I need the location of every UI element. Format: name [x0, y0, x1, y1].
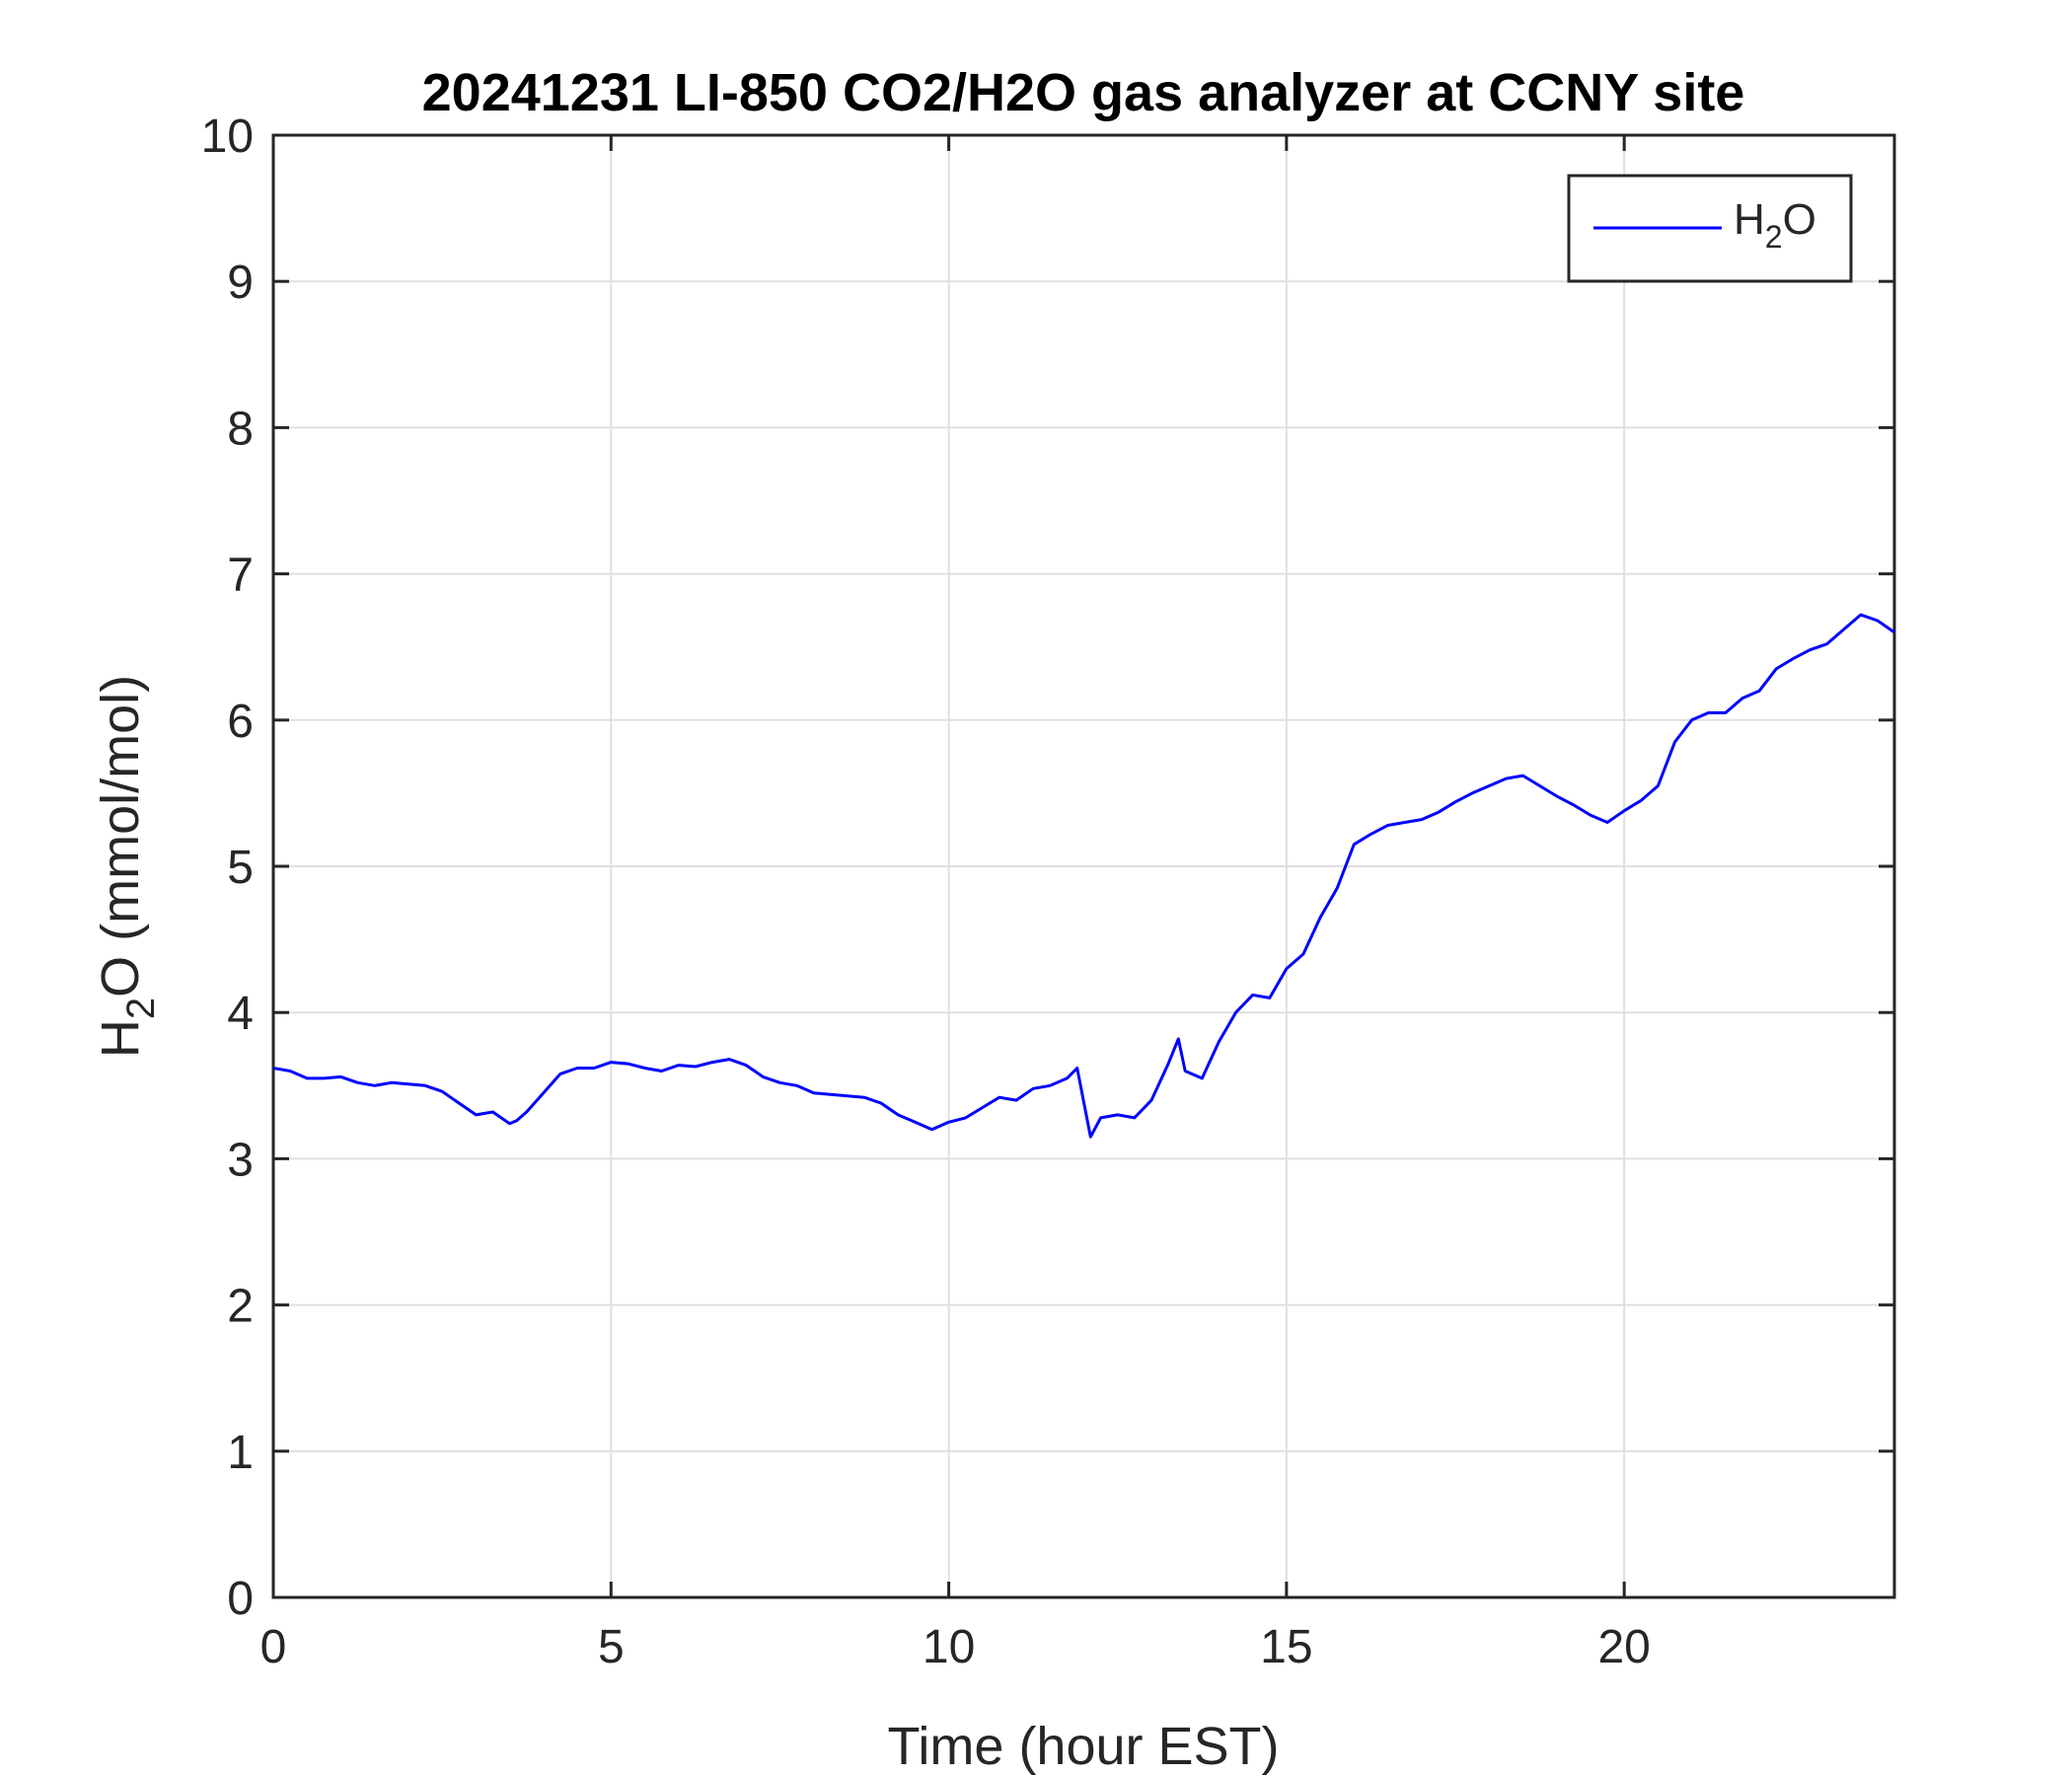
- legend-label-suffix: O: [1783, 195, 1816, 244]
- y-tick-label: 9: [227, 257, 254, 309]
- x-tick-label: 0: [260, 1621, 287, 1673]
- tick-marks: [271, 133, 1894, 1599]
- y-tick-label: 3: [227, 1134, 254, 1186]
- y-tick-label: 6: [227, 696, 254, 748]
- y-tick-label: 5: [227, 842, 254, 894]
- x-tick-label: 5: [598, 1621, 625, 1673]
- series-line-h2o: [272, 613, 1895, 1139]
- legend: H2O: [1567, 174, 1853, 283]
- y-axis-label-prefix: H: [91, 1019, 150, 1058]
- legend-label: H2O: [1734, 195, 1816, 255]
- y-axis-label: H2O (mmol/mol): [91, 675, 163, 1058]
- y-tick-label: 2: [227, 1281, 254, 1333]
- series-layer: [272, 613, 1895, 1139]
- legend-label-prefix: H: [1734, 195, 1765, 244]
- y-axis-label-subscript: 2: [119, 998, 163, 1019]
- legend-label-subscript: 2: [1765, 219, 1783, 255]
- x-tick-label: 10: [923, 1621, 975, 1673]
- y-tick-label: 7: [227, 550, 254, 602]
- y-tick-label: 1: [227, 1427, 254, 1479]
- tick-labels: 0 5 10 15 20 0 1 2 3 4 5 6 7 8 9 10: [201, 111, 1651, 1673]
- y-tick-label: 10: [201, 111, 254, 163]
- x-axis-label: Time (hour EST): [887, 1717, 1279, 1776]
- y-axis-label-suffix: O (mmol/mol): [91, 675, 150, 998]
- chart-title: 20241231 LI-850 CO2/H2O gas analyzer at …: [422, 63, 1745, 122]
- y-tick-label: 0: [227, 1573, 254, 1625]
- x-tick-label: 20: [1597, 1621, 1650, 1673]
- grid: [273, 135, 1894, 1597]
- y-tick-label: 4: [227, 988, 254, 1040]
- x-tick-label: 15: [1260, 1621, 1312, 1673]
- y-tick-label: 8: [227, 403, 254, 455]
